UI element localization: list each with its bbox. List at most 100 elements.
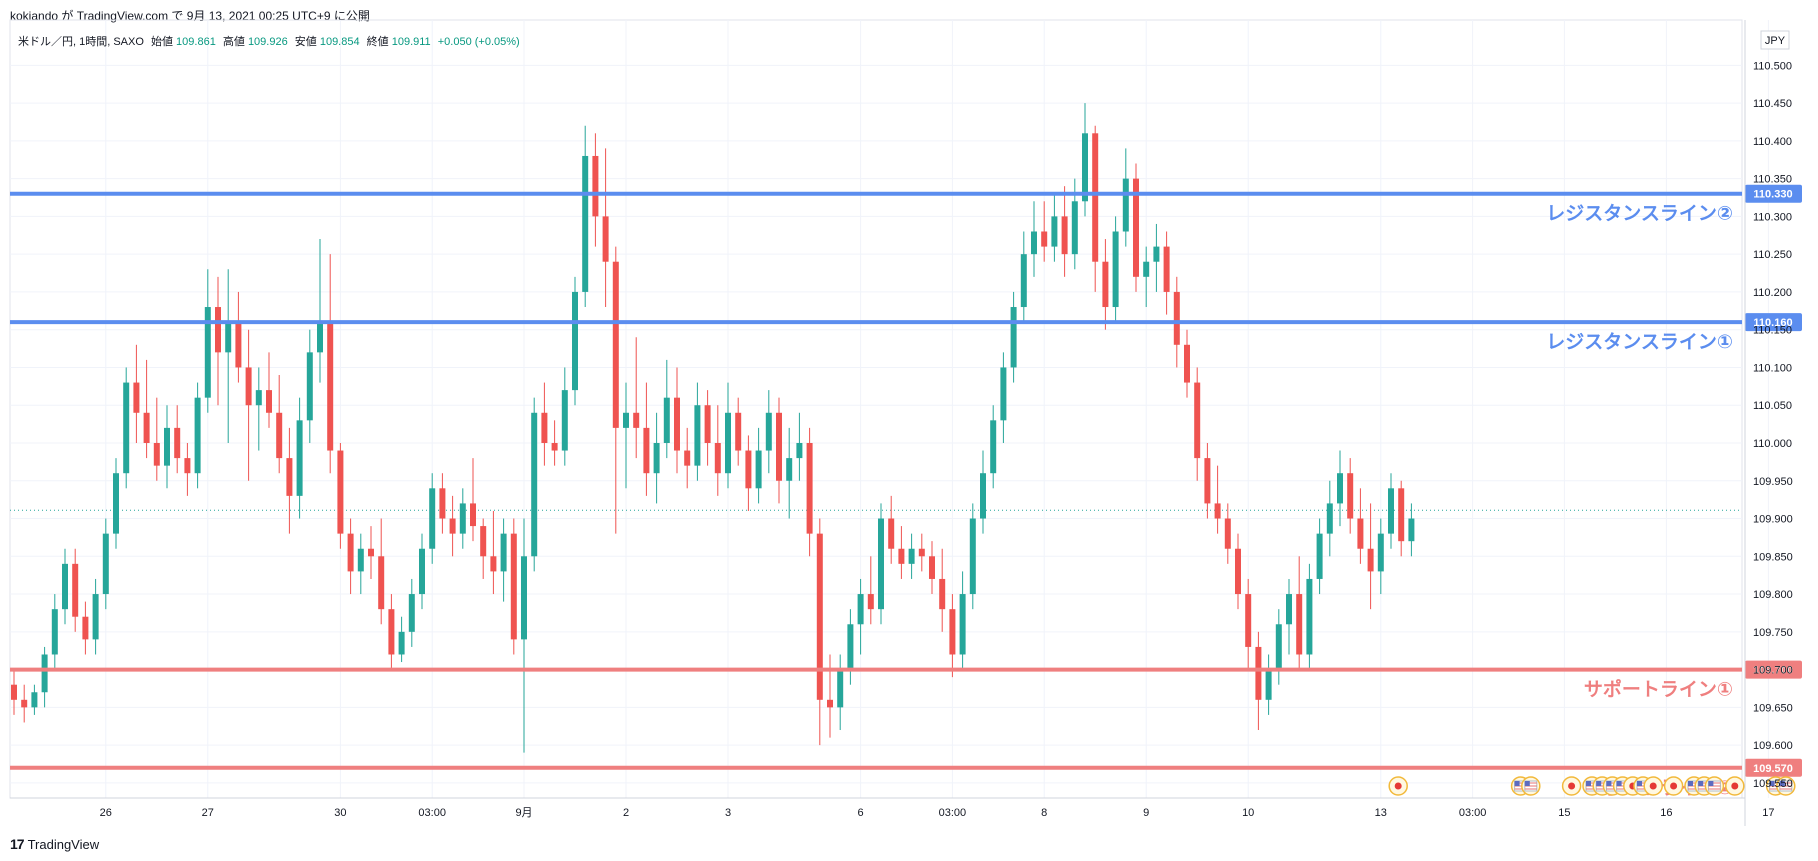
x-tick-label: 6 <box>858 807 864 819</box>
candle <box>470 458 476 542</box>
resistance-1-label: レジスタンスライン① <box>1546 331 1733 353</box>
resistance-1-price-badge[interactable] <box>1745 313 1802 332</box>
candle <box>510 518 517 655</box>
candle <box>878 503 884 625</box>
y-tick-label: 109.750 <box>1753 627 1793 639</box>
currency-badge[interactable] <box>1760 30 1790 50</box>
candle-body <box>929 556 935 579</box>
event-flag-icon[interactable] <box>1704 776 1725 796</box>
candle <box>1398 480 1405 557</box>
flag-canton <box>1637 781 1642 786</box>
y-tick-label: 109.600 <box>1753 740 1793 752</box>
candle-body <box>1377 533 1384 572</box>
candle <box>378 518 385 625</box>
candle <box>521 518 527 753</box>
candle <box>1041 201 1048 262</box>
candle <box>235 291 242 383</box>
support-1-price-badge[interactable] <box>1745 660 1802 679</box>
candle-body <box>857 594 864 625</box>
candle-body <box>969 518 976 595</box>
candle-body <box>725 412 731 474</box>
support-2-price-badge[interactable] <box>1745 758 1802 777</box>
event-dot <box>1670 782 1678 790</box>
candle <box>439 473 446 534</box>
candle <box>1051 193 1058 262</box>
x-tick-label: 03:00 <box>1459 807 1487 819</box>
candle-body <box>1326 503 1333 534</box>
legend-low-value: 109.854 <box>320 36 360 48</box>
candle <box>1184 329 1190 398</box>
candle-body <box>1235 548 1241 595</box>
economic-events[interactable] <box>1388 776 1796 796</box>
candle-body <box>918 548 925 557</box>
candle <box>1133 163 1139 292</box>
candle <box>123 367 130 489</box>
candle-body <box>674 397 680 451</box>
candle <box>1082 103 1088 217</box>
y-tick-label: 110.250 <box>1753 249 1792 261</box>
candle-body <box>541 412 548 443</box>
candle-body <box>1000 367 1007 421</box>
candle <box>368 526 374 579</box>
candle <box>959 571 966 670</box>
price-chart[interactable]: 110.330 レジスタンスライン② 110.160 レジスタンスライン① 109.70… <box>0 0 1818 830</box>
candle-body <box>21 699 28 708</box>
candle <box>1326 480 1333 557</box>
support-2-price-label: 109.570 <box>1753 763 1793 775</box>
candle-body <box>765 412 772 451</box>
event-dot-icon[interactable] <box>1561 776 1582 796</box>
candle-body <box>357 548 364 572</box>
candle <box>837 654 844 731</box>
candle-body <box>368 548 374 557</box>
candle-body <box>306 352 313 421</box>
y-tick-label: 110.200 <box>1753 287 1792 299</box>
legend-symbol: 米ドル／円, 1時間, SAXO <box>18 35 144 48</box>
candle-body <box>1163 246 1170 292</box>
candle <box>602 148 609 308</box>
candle <box>62 548 68 625</box>
candle <box>357 533 364 595</box>
event-flag-icon[interactable] <box>1521 776 1541 796</box>
candle <box>133 344 140 443</box>
candle <box>82 601 89 655</box>
candle-body <box>500 533 507 572</box>
candle <box>663 359 670 459</box>
candle <box>1388 473 1394 549</box>
candle <box>674 367 680 474</box>
candle-body <box>561 390 568 451</box>
y-tick-label: 110.050 <box>1753 400 1792 412</box>
candle-body <box>296 420 303 496</box>
candle-body <box>1275 624 1282 670</box>
candle <box>1357 488 1364 564</box>
candle <box>72 548 79 632</box>
horizontal-lines[interactable]: 110.330 レジスタンスライン② 110.160 レジスタンスライン① 109.70… <box>10 184 1802 799</box>
y-tick-label: 110.500 <box>1753 60 1792 72</box>
candle <box>776 397 782 504</box>
candle-body <box>1245 594 1252 647</box>
event-dot-icon[interactable] <box>1388 776 1408 796</box>
candle-body <box>276 412 283 459</box>
resistance-2-price-badge[interactable] <box>1745 184 1802 203</box>
candle <box>1163 231 1170 315</box>
candle <box>1020 231 1027 323</box>
candle-body <box>1092 133 1099 262</box>
candle-body <box>429 488 436 549</box>
candle-body <box>72 563 79 617</box>
tradingview-logo[interactable]: 17 TradingView <box>10 836 99 852</box>
x-tick-label: 26 <box>100 807 112 819</box>
candle-body <box>827 699 833 708</box>
event-dot-icon[interactable] <box>1725 776 1745 796</box>
candle <box>276 375 283 474</box>
candle-body <box>1031 231 1037 255</box>
candle-body <box>1224 518 1231 549</box>
candle <box>31 684 38 715</box>
candle <box>245 329 252 481</box>
event-dot-icon[interactable] <box>1643 776 1663 796</box>
candle <box>806 427 813 557</box>
candle-body <box>1194 382 1201 459</box>
event-dot <box>1649 782 1657 790</box>
candle <box>551 420 558 466</box>
event-dot-icon[interactable] <box>1663 776 1684 796</box>
x-tick-label: 16 <box>1660 807 1672 819</box>
event-flag-icon[interactable] <box>1776 776 1796 796</box>
